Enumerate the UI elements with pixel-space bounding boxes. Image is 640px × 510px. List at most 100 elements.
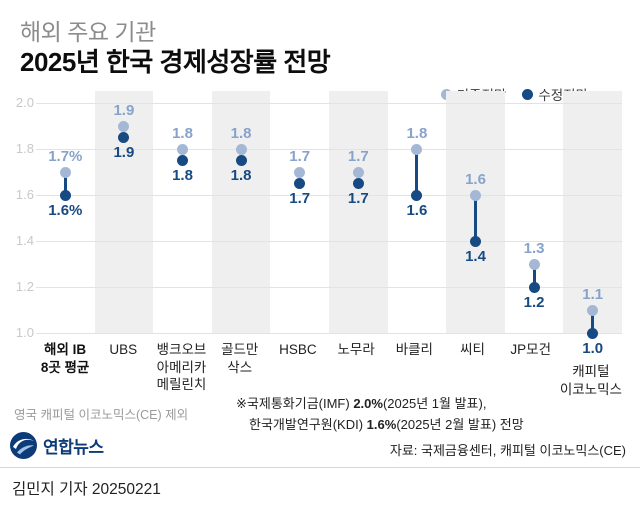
ref-line1-value: 2.0% [353,396,383,411]
rev-forecast-dot [59,189,71,201]
prev-value-label: 1.7 [289,148,311,165]
prev-forecast-dot [470,189,481,201]
column-stripe [329,91,388,333]
y-axis-label: 1.8 [15,141,34,156]
rev-forecast-dot [587,327,599,339]
category-label: HSBC [269,341,327,398]
gridline [36,287,622,288]
rev-forecast-dot [235,154,247,166]
source-note: 자료: 국제금융센터, 캐피털 이코노믹스(CE) [389,443,626,458]
column-stripe [563,91,622,333]
connector-line [474,195,477,241]
rev-value-label: 1.2 [523,294,545,311]
rev-value-label: 1.7 [347,190,369,207]
rev-value-label: 1.0 [582,340,604,357]
category-label-line: 삭스 [227,359,253,375]
chart-subtitle: 해외 주요 기관 [20,19,156,45]
prev-value-label: 1.1 [582,286,604,303]
prev-forecast-dot [177,143,188,155]
reference-note: ※국제통화기금(IMF) 2.0%(2025년 1월 발표), 한국개발연구원(… [236,394,524,436]
rev-forecast-dot-icon [522,88,534,100]
category-label: 씨티 [443,341,501,398]
rev-value-label: 1.7 [289,190,311,207]
prev-value-label: 1.3 [523,240,545,257]
prev-value-label: 1.7% [48,148,83,165]
rev-value-label: 1.8 [230,167,252,184]
footer-divider [0,467,640,468]
rev-forecast-dot [528,281,540,293]
connector-line [591,310,595,333]
connector-line [415,149,419,195]
prev-forecast-dot [294,166,306,178]
category-label-line: 씨티 [460,342,485,357]
prev-value-label: 1.7 [347,148,369,165]
rev-forecast-dot [294,177,306,189]
rev-forecast-dot [411,189,423,201]
category-label-line: 해외 IB [44,342,87,357]
rev-value-label: 1.9 [113,144,135,161]
prev-forecast-dot [352,166,364,178]
gridline [36,103,622,104]
reference-note-line2: 한국개발연구원(KDI) 1.6%(2025년 2월 발표) 전망 [236,415,524,436]
y-axis-label: 1.4 [15,233,34,248]
rev-value-label: 1.6 [406,202,428,219]
byline: 김민지 기자 20250221 [12,481,161,498]
yonhap-logo-icon [10,432,37,459]
rev-forecast-dot [470,235,481,247]
category-label-line: 바클리 [395,342,433,357]
rev-value-label: 1.6% [48,202,83,219]
category-label-line: HSBC [279,342,317,357]
category-label-line: 골드만 [221,342,259,357]
yonhap-logo: 연합뉴스 [10,432,104,459]
rev-value-label: 1.4 [465,248,486,265]
y-axis-label: 1.6 [15,187,34,202]
prev-forecast-dot [59,166,71,178]
prev-value-label: 1.8 [406,125,428,142]
column-stripe [211,91,271,333]
y-axis-label: 2.0 [15,95,34,110]
prev-value-label: 1.8 [230,125,252,142]
yonhap-logo-text: 연합뉴스 [43,438,104,457]
prev-forecast-dot [528,258,540,270]
gridline [36,149,622,150]
exclusion-note: 영국 캐피털 이코노믹스(CE) 제외 [14,408,189,422]
category-label: 캐피털 이코노믹스 [560,341,622,398]
prev-forecast-dot [411,143,423,155]
rev-forecast-dot [177,154,188,166]
category-label-line: 뱅크오브 [156,342,207,357]
gridline [36,241,622,242]
y-axis-label: 1.2 [15,279,34,294]
prev-value-label: 1.6 [465,171,486,188]
page-title: 2025년 한국 경제성장률 전망 [20,47,331,77]
category-label-line: 메릴린치 [156,377,207,393]
rev-forecast-dot [118,131,130,143]
y-axis-label: 1.0 [15,325,34,340]
category-label-line: 8곳 평균 [40,359,90,375]
category-label-line: 아메리카 [156,359,207,375]
category-label-line: UBS [109,342,138,357]
connector-line [63,172,67,195]
prev-forecast-dot-icon [440,88,452,100]
category-label: UBS [94,341,152,398]
category-label-line: 이코노믹스 [559,381,622,397]
ref-line2-prefix: 한국개발연구원(KDI) [249,416,367,432]
gridline [36,195,622,196]
prev-forecast-dot [587,304,599,316]
prev-value-label: 1.9 [113,102,135,120]
x-labels: 해외 IB 8곳 평균 UBS 뱅크오브 아메리카 메릴린치 골드만 삭스 HSBC 노무라 바클리… [36,341,622,398]
rev-forecast-dot [352,177,364,189]
prev-forecast-dot [118,120,130,132]
category-label-line: 노무라 [337,342,375,357]
category-label: JP모건 [502,341,560,398]
prev-value-label: 1.8 [172,125,193,142]
connector-line [532,264,536,287]
reference-note-line1: ※국제통화기금(IMF) 2.0%(2025년 1월 발표), [236,394,524,415]
rev-value-label: 1.8 [172,167,193,184]
category-label: 해외 IB 8곳 평균 [36,341,94,398]
category-label: 바클리 [385,341,443,398]
ref-line1-prefix: ※국제통화기금(IMF) [236,396,354,411]
ref-line2-suffix: (2025년 2월 발표) 전망 [396,416,524,432]
